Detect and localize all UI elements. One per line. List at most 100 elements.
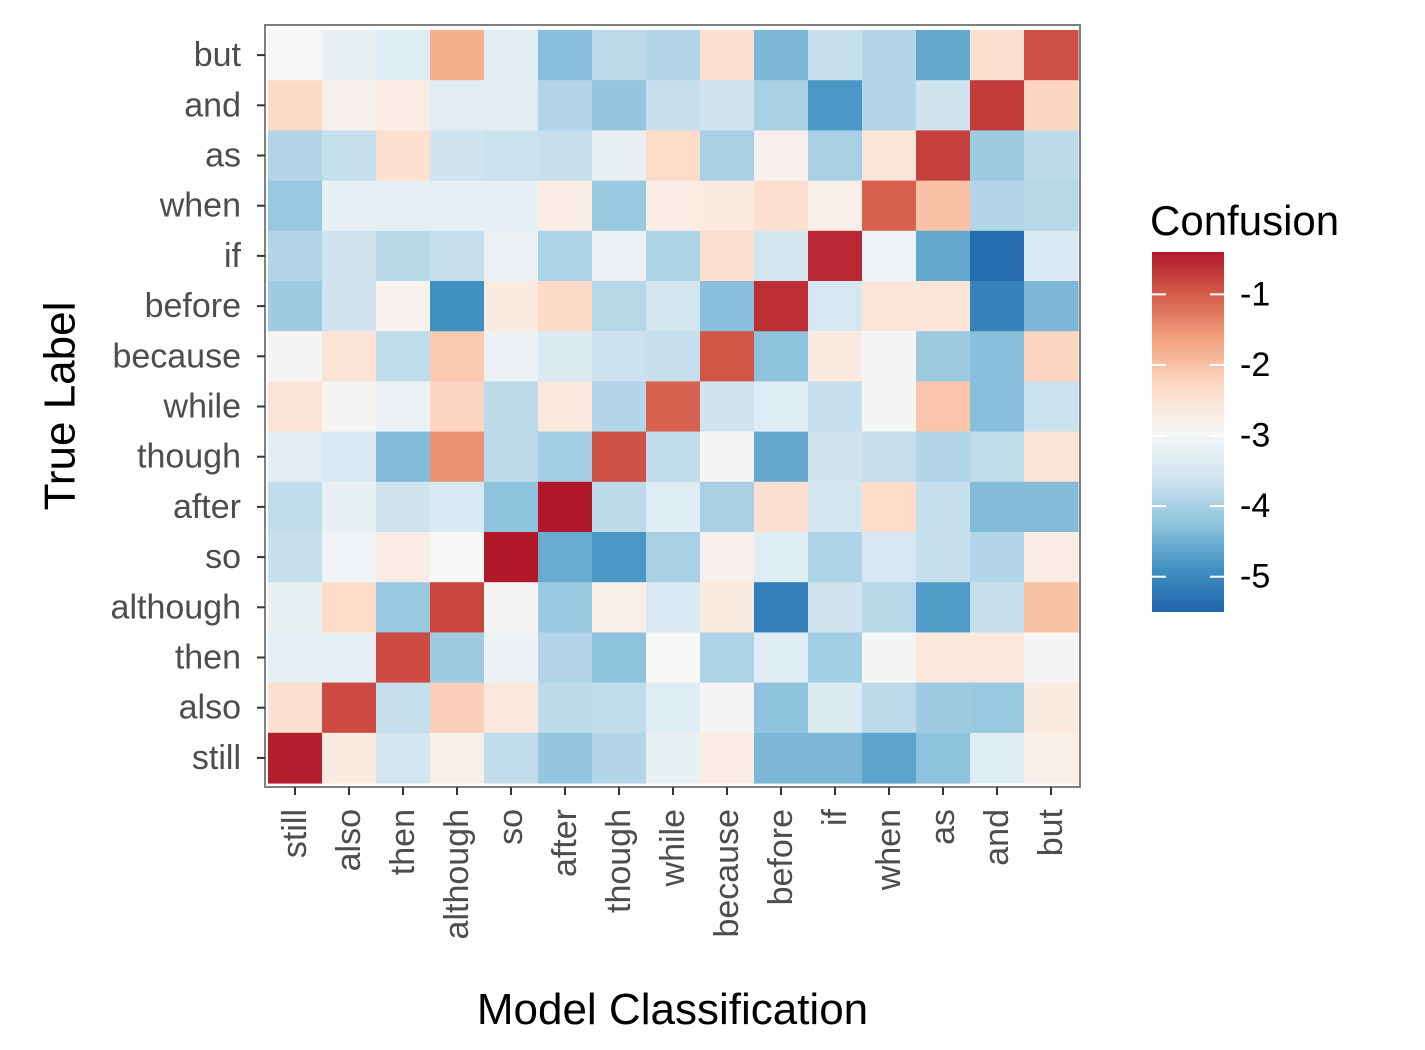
heatmap-cell (376, 180, 431, 232)
heatmap-cell (376, 281, 431, 332)
x-tick-label: when (870, 809, 908, 891)
heatmap-cell (862, 180, 917, 232)
heatmap-cell (322, 582, 377, 633)
x-tick-label: although (438, 809, 476, 939)
heatmap-cell (430, 281, 485, 332)
heatmap-cell (754, 682, 809, 734)
heatmap-cell (646, 682, 701, 734)
heatmap-cell (1024, 532, 1079, 583)
heatmap-cell (916, 732, 971, 784)
heatmap-cell (862, 532, 917, 583)
heatmap-cell (970, 331, 1025, 382)
heatmap-cell (1024, 732, 1079, 784)
heatmap-cell (754, 230, 809, 282)
heatmap-cell (484, 30, 539, 81)
heatmap-cell (808, 30, 863, 81)
heatmap-cell (970, 281, 1025, 332)
heatmap-cell (700, 180, 755, 232)
legend-tick-label: -1 (1240, 275, 1270, 313)
heatmap-cell (376, 230, 431, 282)
heatmap-cell (538, 281, 593, 332)
heatmap-cell (538, 30, 593, 81)
heatmap-cell (808, 682, 863, 734)
heatmap-cell (862, 381, 917, 433)
heatmap-cell (808, 230, 863, 282)
heatmap-cell (808, 431, 863, 483)
heatmap-cell (268, 632, 323, 684)
heatmap-cell (538, 481, 593, 533)
heatmap-cell (322, 381, 377, 433)
heatmap-cell (862, 130, 917, 182)
heatmap-cell (484, 732, 539, 784)
heatmap-cell (646, 281, 701, 332)
heatmap-cell (376, 732, 431, 784)
heatmap-cell (646, 80, 701, 131)
heatmap-cell (376, 431, 431, 483)
heatmap-cell (646, 481, 701, 533)
heatmap-cell (700, 582, 755, 633)
y-axis-title: True Label (36, 302, 85, 511)
legend-tick-label: -3 (1240, 417, 1270, 455)
y-tick-label: if (224, 237, 242, 275)
heatmap-cell (322, 281, 377, 332)
heatmap-cell (862, 30, 917, 81)
heatmap-cell (700, 230, 755, 282)
heatmap-cell (646, 30, 701, 81)
heatmap-cell (592, 331, 647, 382)
heatmap-cell (484, 481, 539, 533)
heatmap-cell (916, 582, 971, 633)
heatmap-cell (754, 732, 809, 784)
heatmap-cell (592, 732, 647, 784)
heatmap-cell (430, 30, 485, 81)
heatmap-cell (916, 80, 971, 131)
x-tick-label: so (492, 809, 530, 845)
heatmap-cell (430, 632, 485, 684)
heatmap-cell (268, 281, 323, 332)
heatmap-cell (916, 431, 971, 483)
legend-ticks: -1 -2 -3 -4 -5 (1152, 275, 1270, 596)
heatmap-cell (538, 682, 593, 734)
heatmap-cell (322, 30, 377, 81)
heatmap-cell (700, 732, 755, 784)
legend-colorbar (1152, 252, 1224, 612)
heatmap-cell (1024, 230, 1079, 282)
heatmap-cell (754, 80, 809, 131)
heatmap-cell (916, 381, 971, 433)
heatmap-cell (754, 582, 809, 633)
heatmap-cell (916, 130, 971, 182)
heatmap-cell (646, 431, 701, 483)
heatmap-cell (268, 180, 323, 232)
heatmap-cell (430, 431, 485, 483)
heatmap-cell (484, 230, 539, 282)
heatmap-cell (862, 230, 917, 282)
heatmap-cell (484, 582, 539, 633)
heatmap-cell (484, 532, 539, 583)
heatmap-cell (538, 130, 593, 182)
heatmap-cell (970, 381, 1025, 433)
heatmap-cell (322, 331, 377, 382)
heatmap-cell (430, 80, 485, 131)
heatmap-cell (646, 331, 701, 382)
heatmap-cell (430, 130, 485, 182)
heatmap-cell (430, 331, 485, 382)
x-tick-label: though (600, 809, 638, 913)
x-tick-label: then (384, 809, 422, 875)
heatmap-cell (592, 180, 647, 232)
heatmap-cell (916, 331, 971, 382)
heatmap-cell (970, 80, 1025, 131)
heatmap-cell (808, 632, 863, 684)
heatmap-cell (970, 682, 1025, 734)
heatmap-cell (970, 130, 1025, 182)
heatmap-cell (970, 431, 1025, 483)
heatmap-cell (916, 481, 971, 533)
heatmap-cell (862, 331, 917, 382)
x-tick-label: but (1032, 808, 1070, 856)
heatmap-cell (808, 331, 863, 382)
heatmap-cell (808, 180, 863, 232)
heatmap-cell (322, 481, 377, 533)
heatmap-cell (430, 682, 485, 734)
heatmap-cell (862, 632, 917, 684)
heatmap-cell (700, 532, 755, 583)
y-tick-label: and (184, 86, 241, 124)
y-tick-label: still (192, 739, 241, 777)
